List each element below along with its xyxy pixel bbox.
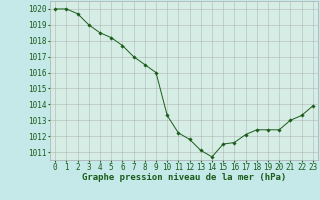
- X-axis label: Graphe pression niveau de la mer (hPa): Graphe pression niveau de la mer (hPa): [82, 173, 286, 182]
